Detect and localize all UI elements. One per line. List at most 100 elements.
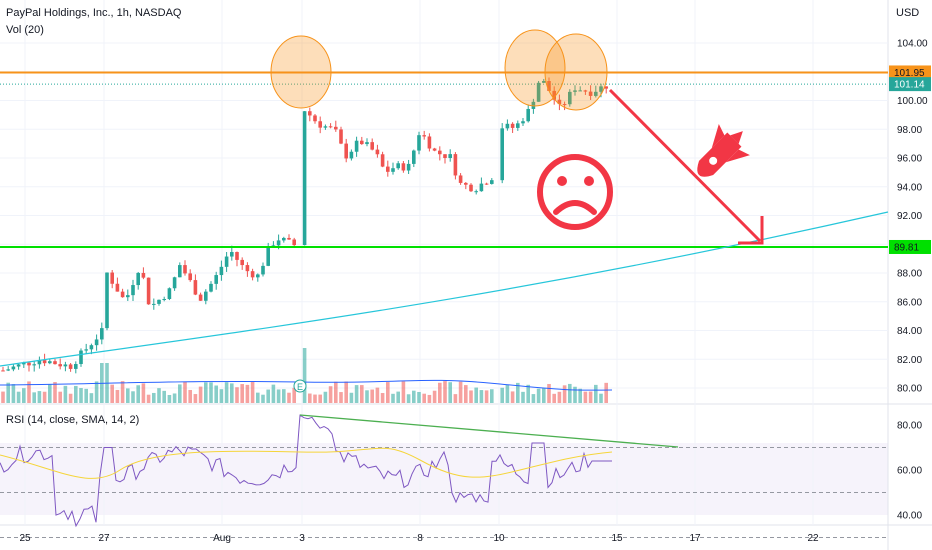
volume-bar xyxy=(37,391,42,403)
double-top-circle xyxy=(504,29,566,107)
volume-bar xyxy=(94,381,99,403)
volume-bar xyxy=(193,394,198,403)
volume-bar xyxy=(334,381,338,403)
volume-bar xyxy=(120,381,125,403)
price-tick-label: 104.00 xyxy=(897,39,928,50)
volume-bar xyxy=(89,393,94,403)
candle-body xyxy=(126,295,130,298)
candle-body xyxy=(94,339,99,346)
volume-bar xyxy=(282,389,286,403)
volume-bar xyxy=(510,391,515,403)
volume-bar xyxy=(542,388,546,403)
volume-bar xyxy=(344,381,348,403)
candle-body xyxy=(276,240,281,246)
volume-bar xyxy=(230,383,234,403)
price-tick-label: 92.00 xyxy=(897,211,922,222)
volume-bar xyxy=(68,393,73,403)
volume-indicator-label[interactable]: Vol (20) xyxy=(6,24,44,36)
candle-body xyxy=(349,151,354,159)
volume-bar xyxy=(516,382,520,403)
candle-body xyxy=(360,140,364,145)
volume-bar xyxy=(313,394,317,403)
volume-bar xyxy=(219,389,224,403)
candle-body xyxy=(157,299,161,304)
candle-body xyxy=(22,362,26,365)
candle-body xyxy=(380,154,385,167)
candle-body xyxy=(354,140,359,152)
volume-bar xyxy=(42,391,47,403)
volume-bar xyxy=(588,391,593,403)
double-top-circle xyxy=(544,33,608,111)
time-tick-label: 17 xyxy=(689,533,701,544)
candle-body xyxy=(516,123,520,128)
candle-body xyxy=(365,142,369,145)
rsi-tick-label: 60.00 xyxy=(897,466,922,477)
rsi-indicator-label[interactable]: RSI (14, close, SMA, 14, 2) xyxy=(6,414,140,426)
candle-body xyxy=(505,123,510,129)
support-badge-text: 89.81 xyxy=(894,242,919,253)
candle-body xyxy=(136,272,140,286)
candle-body xyxy=(209,283,213,292)
volume-bar xyxy=(287,392,291,403)
candle-body xyxy=(245,265,250,272)
volume-bar xyxy=(391,393,395,403)
candle-body xyxy=(53,361,57,365)
volume-bar xyxy=(79,388,83,403)
volume-bar xyxy=(365,390,369,403)
volume-bar xyxy=(245,384,250,403)
time-tick-label: 27 xyxy=(98,533,110,544)
volume-bar xyxy=(126,388,130,403)
volume-bar xyxy=(146,394,151,403)
candle-body xyxy=(510,123,515,128)
resistance-badge-text: 101.95 xyxy=(894,68,925,79)
candle-body xyxy=(521,121,525,124)
volume-bar xyxy=(261,394,265,403)
rocket-fin xyxy=(711,124,725,149)
candle-body xyxy=(536,82,541,102)
candle-body xyxy=(146,277,151,305)
price-tick-label: 86.00 xyxy=(897,297,922,308)
volume-bar xyxy=(292,387,296,403)
volume-bar xyxy=(375,387,380,403)
volume-bar xyxy=(141,383,146,403)
candle-body xyxy=(344,143,348,159)
candle-body xyxy=(422,135,426,137)
volume-bar xyxy=(271,384,276,403)
candle-body xyxy=(58,364,62,367)
candle-body xyxy=(500,128,504,181)
candle-body xyxy=(386,166,390,172)
volume-bar xyxy=(16,391,21,403)
volume-bar xyxy=(401,381,406,403)
volume-bar xyxy=(235,387,239,403)
candle-body xyxy=(542,81,546,83)
volume-bar xyxy=(412,390,416,403)
candle-body xyxy=(42,360,47,364)
volume-bar xyxy=(183,381,187,403)
candle-body xyxy=(27,362,31,366)
volume-ma-line xyxy=(0,379,613,391)
volume-bar xyxy=(152,392,156,403)
candle-body xyxy=(375,149,380,155)
candle-body xyxy=(453,154,458,176)
volume-bar xyxy=(167,394,172,403)
candle-body xyxy=(120,291,125,298)
price-tick-label: 84.00 xyxy=(897,326,922,337)
price-tick-label: 96.00 xyxy=(897,154,922,165)
candle-body xyxy=(79,350,83,365)
price-tick-label: 94.00 xyxy=(897,182,922,193)
candle-body xyxy=(282,237,286,241)
symbol-title[interactable]: PayPal Holdings, Inc., 1h, NASDAQ xyxy=(6,7,182,19)
volume-bar xyxy=(110,384,114,403)
volume-bar xyxy=(339,392,343,403)
candle-body xyxy=(63,364,68,367)
volume-bar xyxy=(157,388,161,403)
candle-body xyxy=(1,370,5,372)
candle-body xyxy=(323,126,328,128)
candle-body xyxy=(100,328,104,340)
arrow-shaft xyxy=(608,88,762,243)
candle-body xyxy=(250,271,255,278)
volume-bar xyxy=(131,391,135,403)
arrow-head xyxy=(738,216,764,245)
